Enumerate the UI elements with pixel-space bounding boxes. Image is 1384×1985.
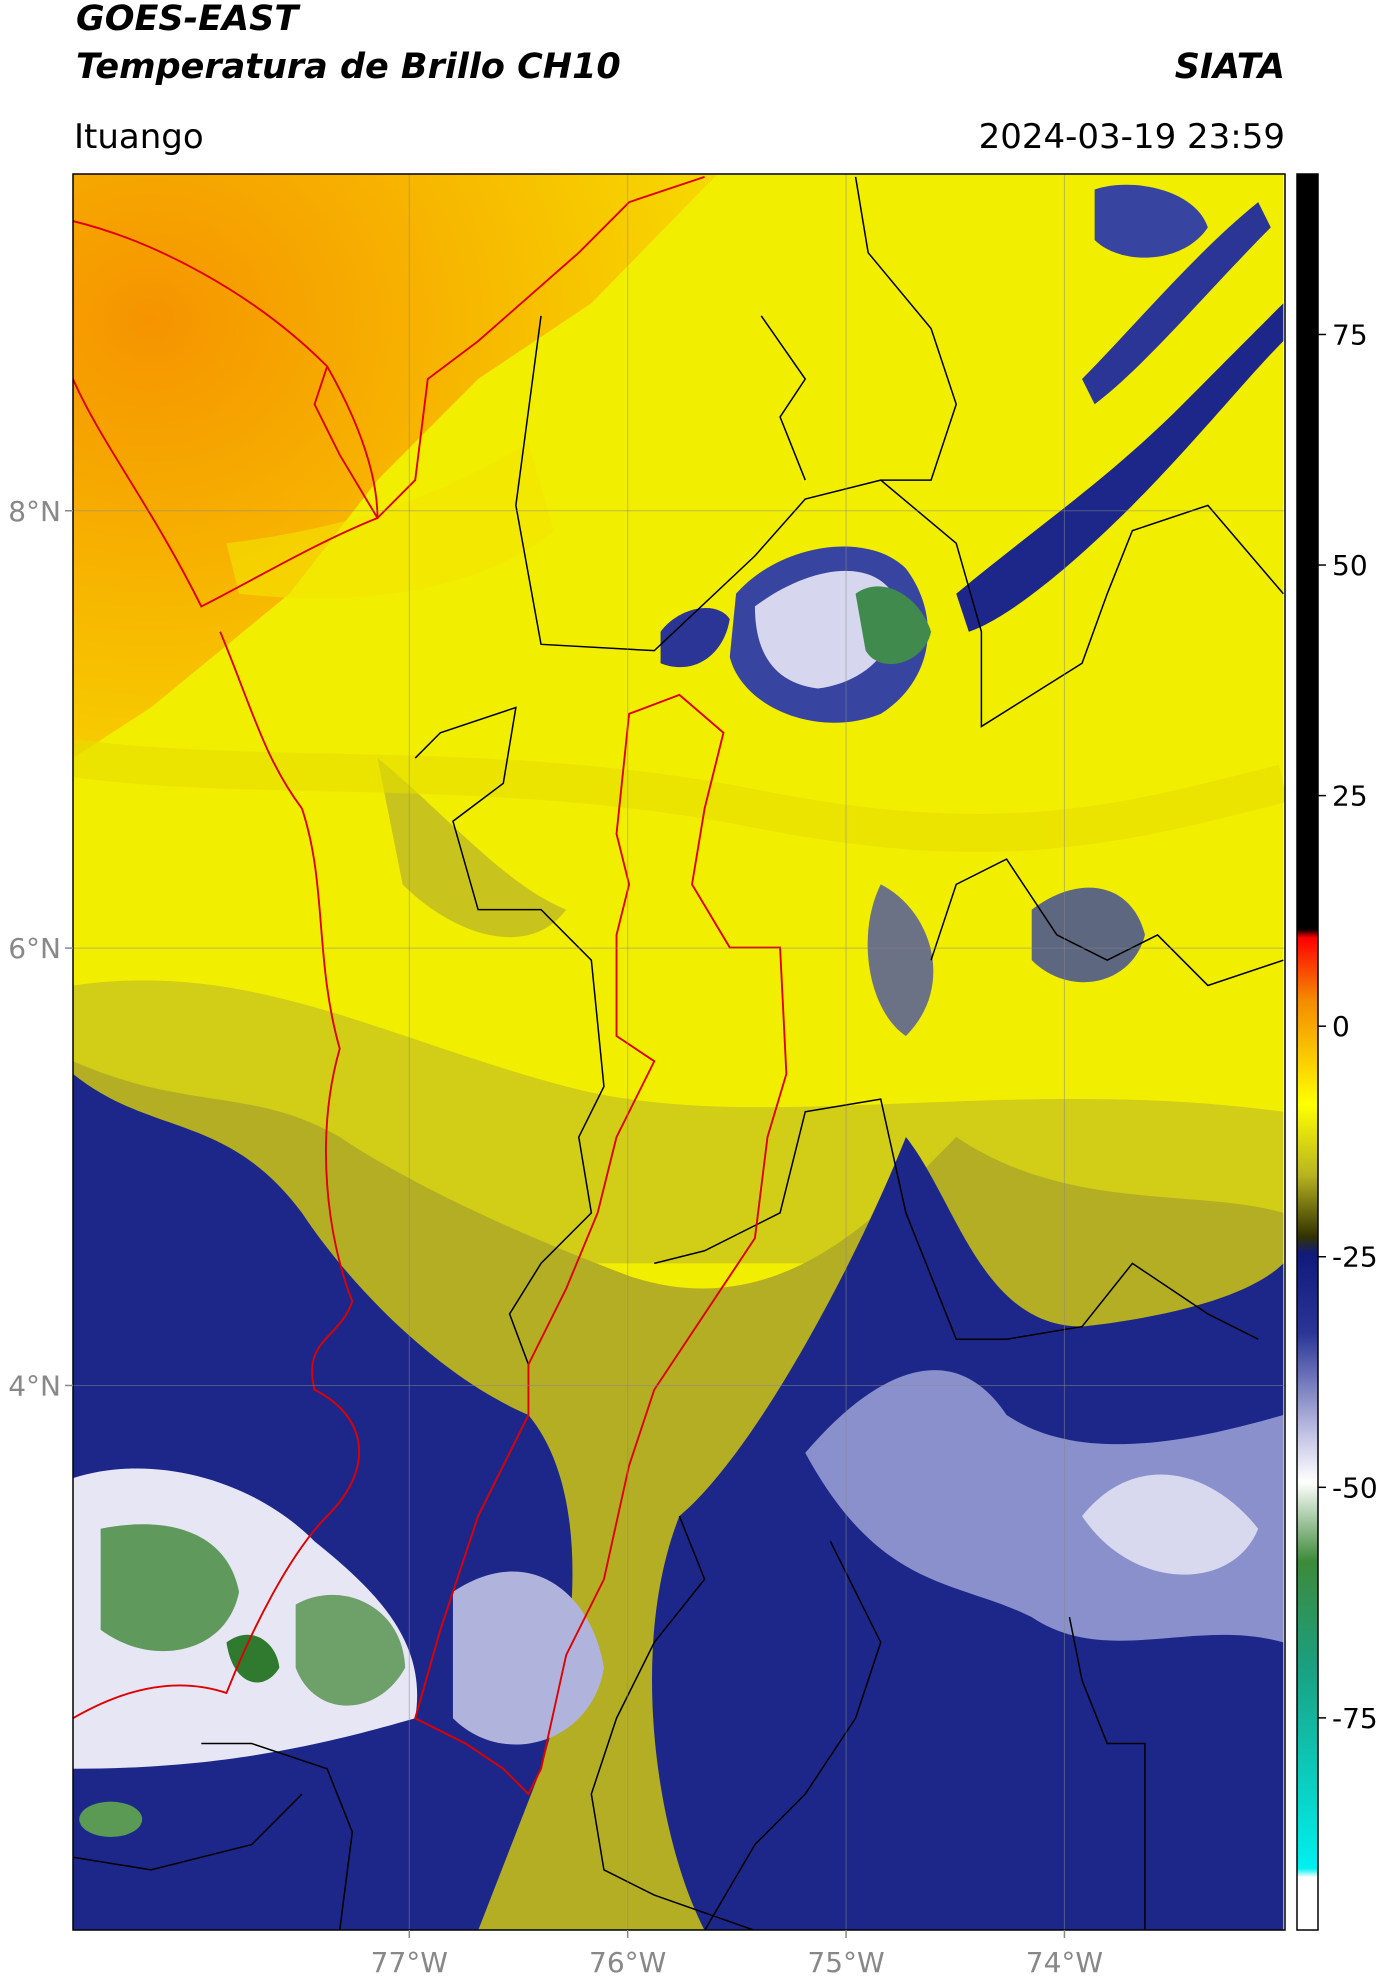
lon-tick-label: 77°W — [371, 1946, 448, 1979]
colorbar-tick-label: -25 — [1332, 1241, 1378, 1274]
lon-tick-label: 76°W — [589, 1946, 666, 1979]
location: Ituango — [74, 117, 204, 157]
organization: SIATA — [1175, 47, 1285, 87]
colorbar-tick-label: 25 — [1332, 780, 1368, 813]
lat-tick-label: 6°N — [8, 932, 61, 965]
grid — [73, 174, 1285, 1930]
colorbar-tick-label: -75 — [1332, 1702, 1378, 1735]
colorbar — [1296, 173, 1319, 1931]
lat-tick-label: 4°N — [8, 1369, 61, 1402]
map-frame — [72, 173, 1286, 1931]
lon-tick-label: 74°W — [1026, 1946, 1103, 1979]
department-borders — [73, 175, 788, 1796]
colorbar-tick-label: 50 — [1332, 549, 1368, 582]
title: GOES-EAST — [76, 0, 301, 39]
lon-tick-label: 75°W — [807, 1946, 884, 1979]
colorbar-tick-label: 75 — [1332, 318, 1368, 351]
datetime: 2024-03-19 23:59 — [979, 117, 1285, 157]
satellite-image — [73, 174, 1285, 1930]
colorbar-tick-label: -50 — [1332, 1471, 1378, 1504]
subtitle: Temperatura de Brillo CH10 — [76, 47, 621, 87]
colorbar-tick-label: 0 — [1332, 1010, 1350, 1043]
lat-tick-label: 8°N — [8, 495, 61, 528]
borders — [73, 176, 1284, 1930]
